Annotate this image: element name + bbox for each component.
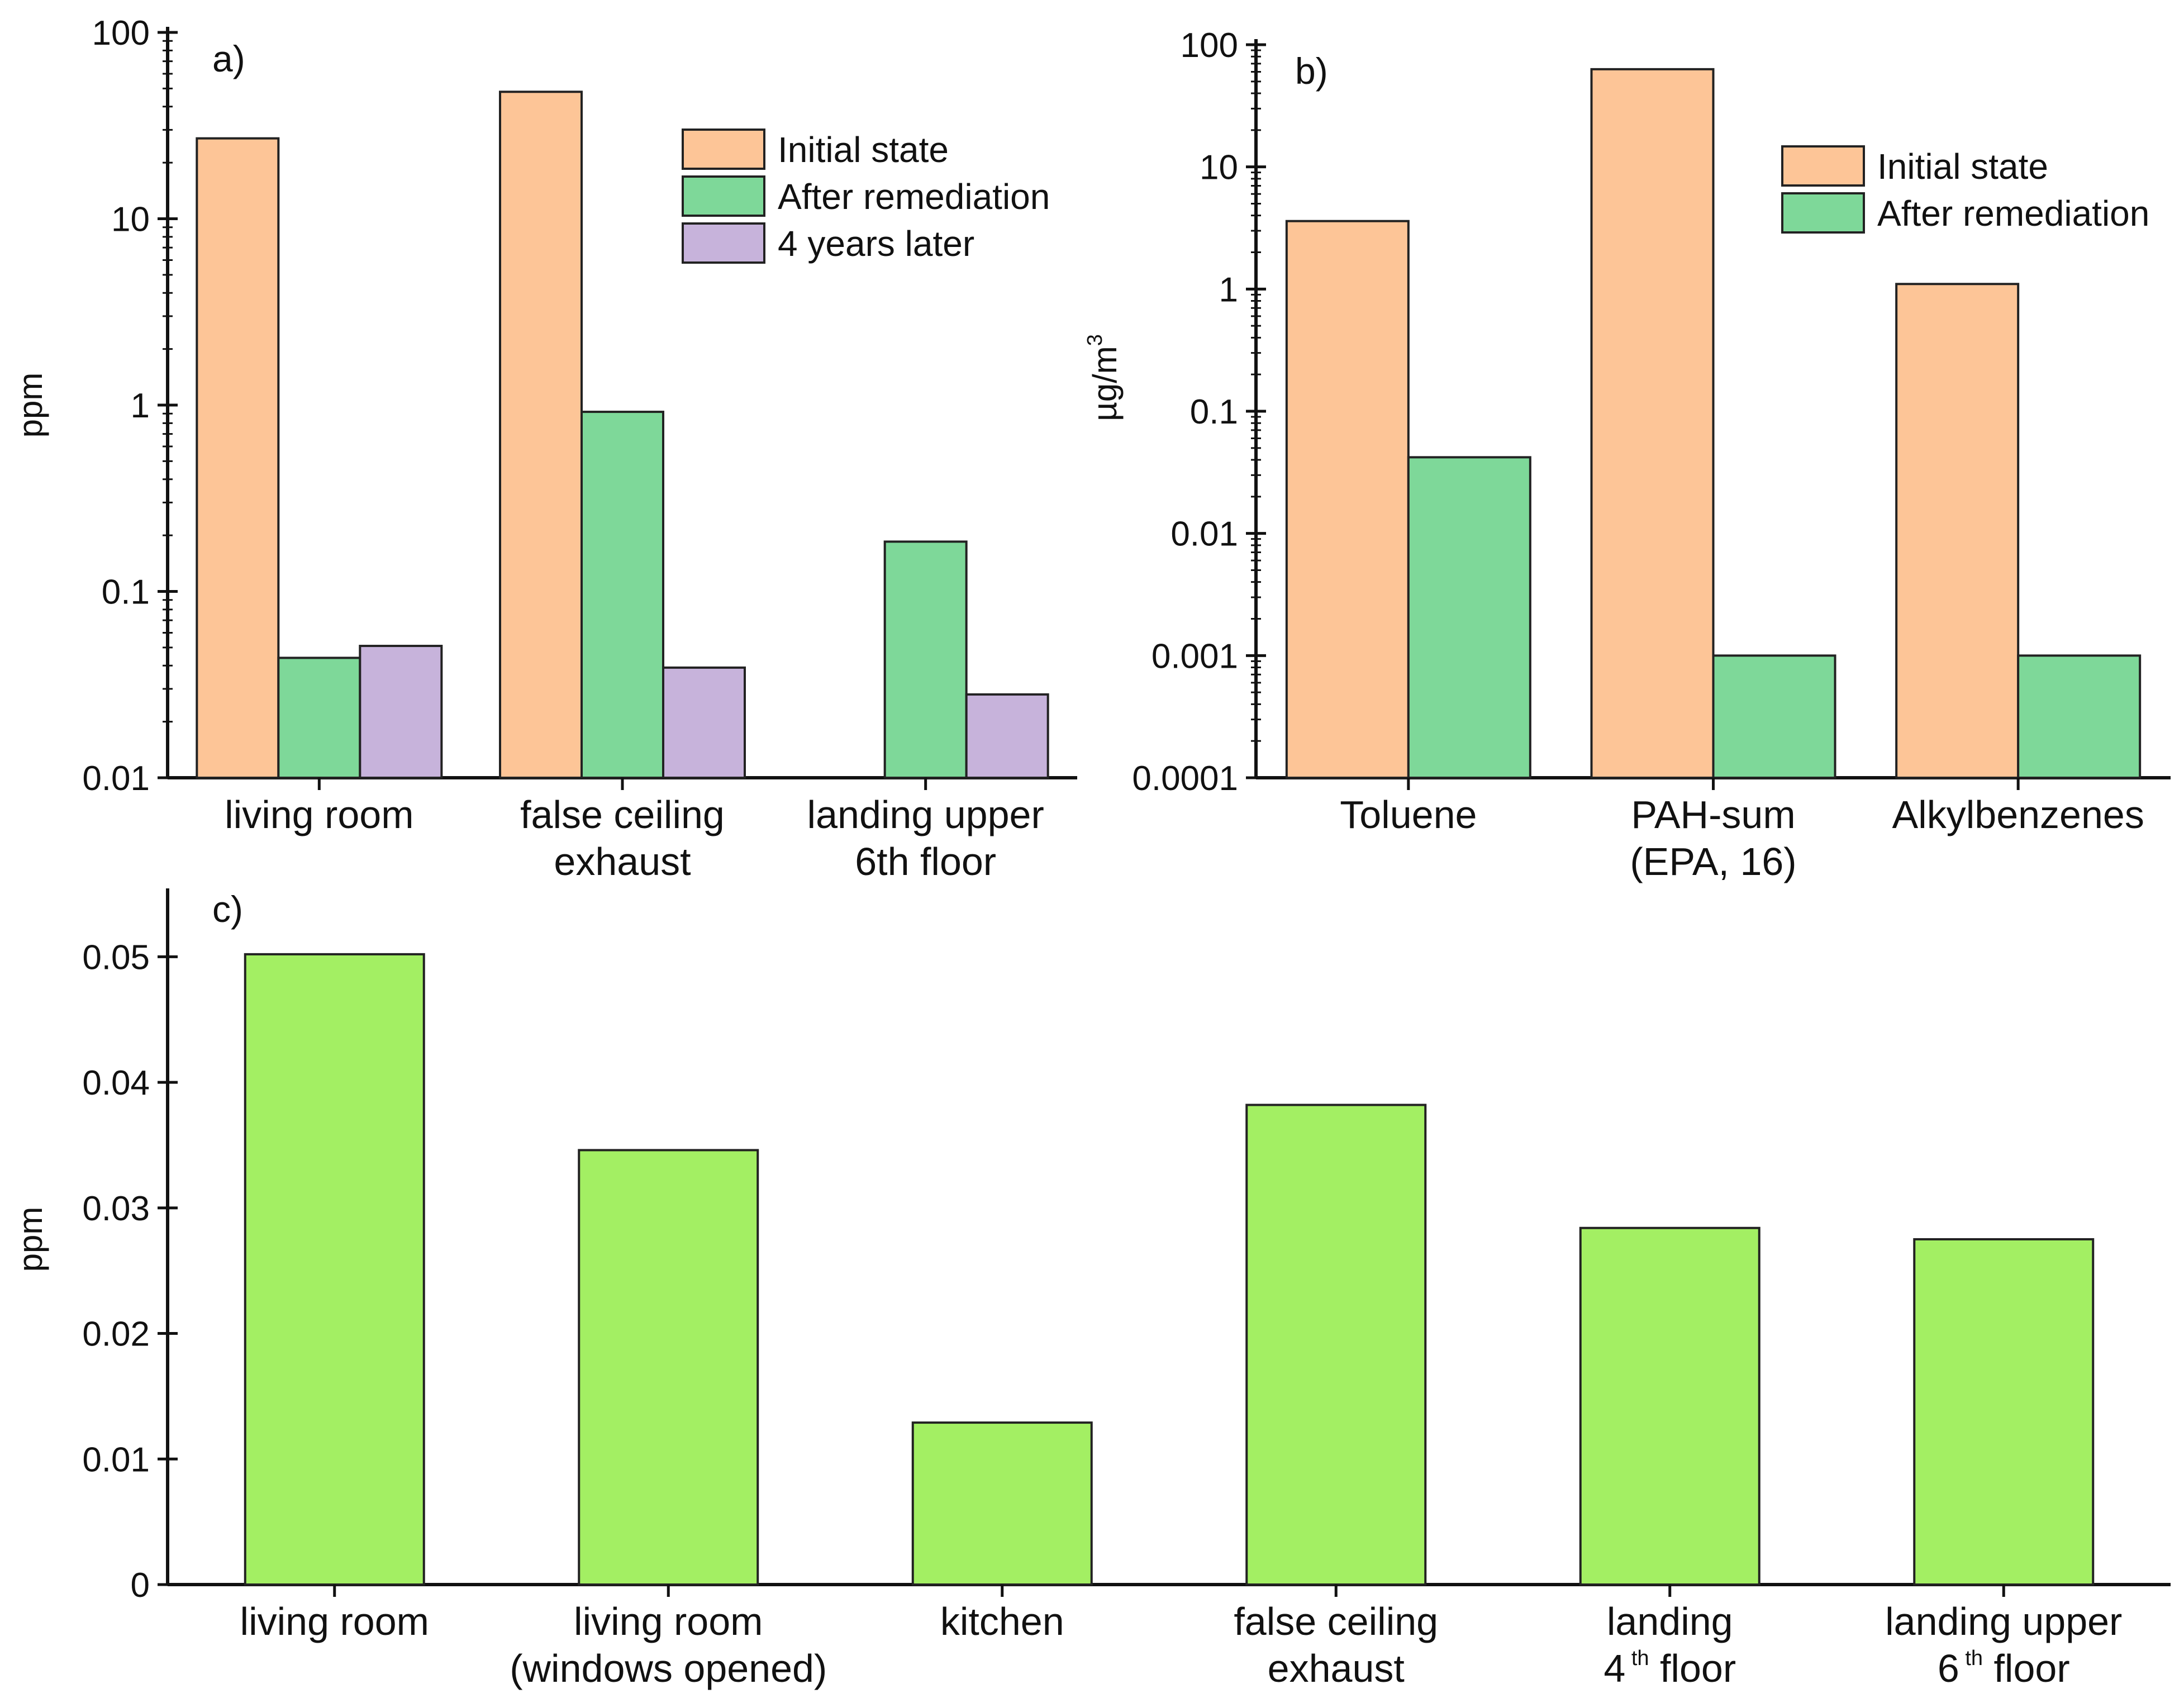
panel-b-chart: 0.0001 0.001 0.01 0.1 1 10 100 Toluene PAH-sum(E…	[1083, 26, 2171, 883]
bar	[1407, 456, 1531, 779]
x-category-label: 4 th floor	[1603, 1647, 1736, 1690]
category-label-superscript: th	[1625, 1647, 1649, 1670]
y-tick-label: 0.1	[102, 573, 150, 612]
x-category-label: living room	[574, 1600, 763, 1643]
y-tick-label: 10	[1200, 149, 1238, 187]
bar	[244, 953, 425, 1586]
category-label-part: floor	[1649, 1647, 1736, 1690]
y-tick-label: 0.01	[82, 759, 150, 798]
x-category-label: kitchen	[940, 1600, 1064, 1643]
y-tick-label: 0.02	[82, 1315, 150, 1354]
y-tick-label: 1	[131, 387, 150, 425]
x-category-label: false ceiling	[520, 793, 725, 836]
y-tick-label: 0.1	[1190, 393, 1238, 431]
x-category-label: (windows opened)	[510, 1647, 827, 1690]
x-category-label: landing	[1607, 1600, 1733, 1643]
legend-swatch	[1781, 145, 1865, 187]
y-axis-label-base: µg/m	[1086, 346, 1124, 421]
bar	[196, 137, 280, 779]
bar	[662, 666, 746, 779]
bar	[1579, 1226, 1760, 1586]
legend-entry-label: Initial state	[1877, 146, 2048, 187]
category-label-part: 4	[1603, 1647, 1625, 1690]
legend-entry-label: After remediation	[1877, 193, 2149, 234]
bar	[359, 645, 443, 779]
bar	[911, 1421, 1093, 1586]
legend-swatch	[682, 222, 765, 264]
panel-tag-label: b)	[1295, 50, 1328, 92]
bar	[2017, 654, 2142, 779]
bar	[1913, 1238, 2095, 1586]
x-category-label: 6 th floor	[1938, 1647, 2070, 1690]
x-category-label: living room	[225, 793, 413, 836]
panel-a-chart: 0.01 0.1 1 10 100 living room false ceilingexh…	[12, 14, 1077, 883]
x-category-label: Toluene	[1340, 793, 1477, 836]
legend-swatch	[682, 175, 765, 217]
y-axis-label: ppm	[12, 373, 49, 438]
y-axis-label: ppm	[12, 1207, 49, 1272]
x-category-label: PAH-sum	[1631, 793, 1795, 836]
bar	[883, 540, 968, 779]
category-label-superscript: th	[1959, 1647, 1983, 1670]
bar	[499, 91, 583, 779]
y-tick-label: 0.04	[82, 1064, 150, 1102]
legend-entry-label: 4 years later	[778, 223, 974, 264]
legend-swatch	[682, 129, 765, 170]
y-tick-label: 0.03	[82, 1190, 150, 1228]
x-category-label: (EPA, 16)	[1630, 840, 1796, 883]
y-tick-label: 0.01	[1170, 515, 1238, 554]
bar	[1285, 220, 1410, 779]
bar	[1712, 654, 1836, 779]
y-tick-label: 10	[111, 201, 150, 239]
bar	[578, 1149, 759, 1586]
y-tick-label: 100	[92, 14, 150, 53]
bar	[581, 411, 664, 779]
x-category-label: exhaust	[554, 840, 691, 883]
panel-c-chart: 0 0.01 0.02 0.03 0.04 0.05 living room living r…	[12, 888, 2171, 1690]
y-tick-label: 0	[131, 1566, 150, 1605]
x-category-label: landing upper	[807, 793, 1044, 836]
y-tick-label: 0.0001	[1132, 759, 1238, 798]
y-axis-label-superscript: 3	[1083, 334, 1107, 346]
x-category-label: 6th floor	[855, 840, 996, 883]
bar	[965, 693, 1049, 779]
y-tick-label: 0.05	[82, 938, 150, 977]
x-category-label: exhaust	[1268, 1647, 1405, 1690]
category-label-part: 6	[1938, 1647, 1959, 1690]
x-category-label: living room	[240, 1600, 429, 1643]
legend-entry-label: Initial state	[778, 130, 949, 170]
bar	[1590, 68, 1715, 779]
y-tick-label: 0.01	[82, 1440, 150, 1479]
x-category-label: Alkylbenzenes	[1892, 793, 2144, 836]
category-label-part: floor	[1983, 1647, 2070, 1690]
x-category-label: false ceiling	[1234, 1600, 1438, 1643]
y-tick-label: 0.001	[1152, 637, 1238, 676]
panel-tag-label: c)	[212, 888, 243, 930]
panel-tag-label: a)	[212, 38, 245, 79]
bar	[1895, 283, 2020, 779]
bar	[1245, 1104, 1427, 1586]
legend-entry-label: After remediation	[778, 177, 1050, 217]
y-tick-label: 1	[1219, 270, 1238, 309]
bar	[277, 657, 361, 779]
legend-swatch	[1781, 192, 1865, 234]
y-tick-label: 100	[1181, 26, 1238, 65]
y-axis-label: µg/m3	[1083, 334, 1124, 421]
x-category-label: landing upper	[1885, 1600, 2122, 1643]
